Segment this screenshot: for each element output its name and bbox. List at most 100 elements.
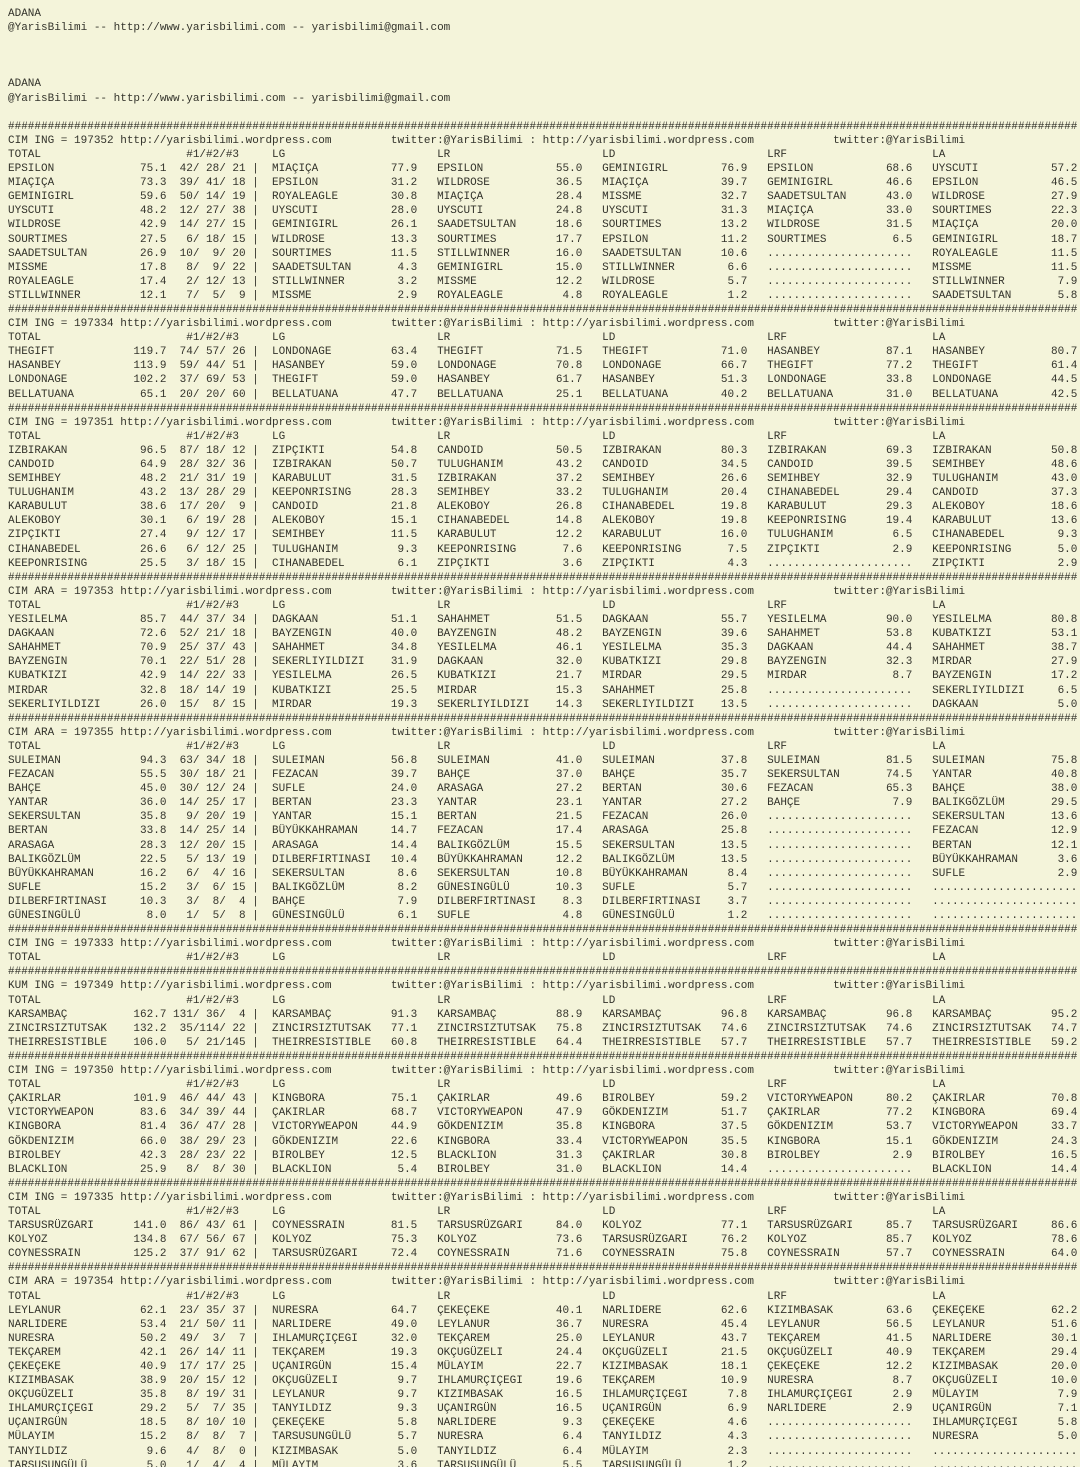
stats-row: TANYILDIZ 9.6 4/ 8/ 0 | KIZIMBASAK 5.0 T… [8, 1445, 1078, 1458]
stats-row: LEYLANUR 62.1 23/ 35/ 37 | NURESRA 64.7 … [8, 1304, 1078, 1317]
section-title: CIM ARA = 197353 http://yarisbilimi.word… [8, 585, 966, 598]
stats-row: NARLIDERE 53.4 21/ 50/ 11 | NARLIDERE 49… [8, 1318, 1078, 1331]
stats-row: KARABULUT 38.6 17/ 20/ 9 | CANDOID 21.8 … [8, 501, 1078, 514]
stats-row: THEGIFT 119.7 74/ 57/ 26 | LONDONAGE 63.… [8, 346, 1078, 359]
byline: @YarisBilimi -- http://www.yarisbilimi.c… [8, 22, 451, 35]
stats-row: UÇANIRGÜN 18.5 8/ 10/ 10 | ÇEKEÇEKE 5.8 … [8, 1417, 1078, 1430]
stats-row: WILDROSE 42.9 14/ 27/ 15 | GEMINIGIRL 26… [8, 219, 1078, 232]
column-headers: TOTAL #1/#2/#3 LG LR LD LRF LA [8, 599, 946, 612]
section-separator: ########################################… [8, 1177, 1078, 1190]
race-section-197355: ########################################… [8, 712, 1080, 923]
stats-row: YANTAR 36.0 14/ 25/ 17 | BERTAN 23.3 YAN… [8, 797, 1078, 810]
stats-row: TARSUSRÜZGARI 141.0 86/ 43/ 61 | COYNESS… [8, 1220, 1078, 1233]
stats-row: VICTORYWEAPON 83.6 34/ 39/ 44 | ÇAKIRLAR… [8, 1107, 1078, 1120]
column-headers: TOTAL #1/#2/#3 LG LR LD LRF LA [8, 1290, 946, 1303]
race-section-197334: ########################################… [8, 303, 1080, 402]
column-headers: TOTAL #1/#2/#3 LG LR LD LRF LA [8, 148, 946, 161]
section-separator: ########################################… [8, 303, 1078, 316]
section-title: CIM ING = 197352 http://yarisbilimi.word… [8, 134, 966, 147]
stats-row: GÖKDENIZIM 66.0 38/ 29/ 23 | GÖKDENIZIM … [8, 1135, 1078, 1148]
track-name: ADANA [8, 78, 42, 91]
section-separator: ########################################… [8, 924, 1078, 937]
stats-row: IZBIRAKAN 96.5 87/ 18/ 12 | ZIPÇIKTI 54.… [8, 444, 1078, 457]
race-section-197354: ########################################… [8, 1261, 1080, 1467]
column-headers: TOTAL #1/#2/#3 LG LR LD LRF LA [8, 740, 946, 753]
stats-row: SEKERLIYILDIZI 26.0 15/ 8/ 15 | MIRDAR 1… [8, 698, 1078, 711]
stats-row: ÇAKIRLAR 101.9 46/ 44/ 43 | KINGBORA 75.… [8, 1093, 1078, 1106]
report-header: ADANA @YarisBilimi -- http://www.yarisbi… [8, 7, 1080, 120]
stats-row: TEKÇAREM 42.1 26/ 14/ 11 | TEKÇAREM 19.3… [8, 1346, 1078, 1359]
stats-row: BALIKGÖZLÜM 22.5 5/ 13/ 19 | DILBERFIRTI… [8, 853, 1078, 866]
stats-row: COYNESSRAIN 125.2 37/ 91/ 62 | TARSUSRÜZ… [8, 1248, 1078, 1261]
race-section-197350: ########################################… [8, 1050, 1080, 1177]
stats-row: KARSAMBAÇ 162.7 131/ 36/ 4 | KARSAMBAÇ 9… [8, 1008, 1078, 1021]
stats-row: FEZACAN 55.5 30/ 18/ 21 | FEZACAN 39.7 B… [8, 769, 1078, 782]
column-headers: TOTAL #1/#2/#3 LG LR LD LRF LA [8, 1205, 946, 1218]
stats-row: GÜNESINGÜLÜ 8.0 1/ 5/ 8 | GÜNESINGÜLÜ 6.… [8, 910, 1078, 922]
column-headers: TOTAL #1/#2/#3 LG LR LD LRF LA [8, 430, 946, 443]
stats-row: SOURTIMES 27.5 6/ 18/ 15 | WILDROSE 13.3… [8, 233, 1078, 246]
stats-row: KINGBORA 81.4 36/ 47/ 28 | VICTORYWEAPON… [8, 1121, 1078, 1134]
column-headers: TOTAL #1/#2/#3 LG LR LD LRF LA [8, 332, 946, 345]
track-name: ADANA [8, 8, 42, 20]
stats-row: MIAÇIÇA 73.3 39/ 41/ 18 | EPSILON 31.2 W… [8, 177, 1078, 190]
stats-row: MÜLAYIM 15.2 8/ 8/ 7 | TARSUSUNGÜLÜ 5.7 … [8, 1431, 1078, 1444]
stats-row: SULEIMAN 94.3 63/ 34/ 18 | SULEIMAN 56.8… [8, 754, 1078, 767]
blank-line [8, 35, 1080, 49]
section-separator: ########################################… [8, 571, 1078, 584]
race-section-197352: ########################################… [8, 120, 1080, 303]
stats-row: NURESRA 50.2 49/ 3/ 7 | IHLAMURÇIÇEGI 32… [8, 1332, 1078, 1345]
column-headers: TOTAL #1/#2/#3 LG LR LD LRF LA [8, 1079, 946, 1092]
column-headers: TOTAL #1/#2/#3 LG LR LD LRF LA [8, 994, 946, 1007]
stats-row: CANDOID 64.9 28/ 32/ 36 | IZBIRAKAN 50.7… [8, 459, 1078, 471]
section-title: CIM ARA = 197354 http://yarisbilimi.word… [8, 1276, 966, 1289]
stats-row: DILBERFIRTINASI 10.3 3/ 8/ 4 | BAHÇE 7.9… [8, 895, 1078, 908]
stats-row: ZINCIRSIZTUTSAK 132.2 35/114/ 22 | ZINCI… [8, 1022, 1078, 1035]
stats-row: DAGKAAN 72.6 52/ 21/ 18 | BAYZENGIN 40.0… [8, 628, 1078, 641]
sections-container: ########################################… [8, 120, 1080, 1467]
stats-row: MISSME 17.8 8/ 9/ 22 | SAADETSULTAN 4.3 … [8, 261, 1078, 274]
section-separator: ########################################… [8, 402, 1078, 415]
stats-row: TARSUSUNGÜLÜ 5.0 1/ 4/ 4 | MÜLAYIM 3.6 T… [8, 1459, 1078, 1467]
section-separator: ########################################… [8, 1050, 1078, 1063]
stats-row: EPSILON 75.1 42/ 28/ 21 | MIAÇIÇA 77.9 E… [8, 163, 1078, 176]
stats-row: SAADETSULTAN 26.9 10/ 9/ 20 | SOURTIMES … [8, 247, 1078, 260]
race-section-197351: ########################################… [8, 402, 1080, 571]
stats-row: BAHÇE 45.0 30/ 12/ 24 | SUFLE 24.0 ARASA… [8, 783, 1078, 796]
section-separator: ########################################… [8, 120, 1078, 133]
stats-row: BLACKLION 25.9 8/ 8/ 30 | BLACKLION 5.4 … [8, 1163, 1078, 1176]
stats-row: MIRDAR 32.8 18/ 14/ 19 | KUBATKIZI 25.5 … [8, 684, 1078, 697]
stats-row: BERTAN 33.8 14/ 25/ 14 | BÜYÜKKAHRAMAN 1… [8, 825, 1078, 838]
stats-row: HASANBEY 113.9 59/ 44/ 51 | HASANBEY 59.… [8, 360, 1078, 373]
stats-row: STILLWINNER 12.1 7/ 5/ 9 | MISSME 2.9 RO… [8, 289, 1078, 302]
section-title: CIM ING = 197350 http://yarisbilimi.word… [8, 1065, 966, 1078]
stats-row: KUBATKIZI 42.9 14/ 22/ 33 | YESILELMA 26… [8, 670, 1078, 683]
blank-line [8, 63, 1080, 77]
stats-row: GEMINIGIRL 59.6 50/ 14/ 19 | ROYALEAGLE … [8, 191, 1078, 204]
stats-row: LONDONAGE 102.2 37/ 69/ 53 | THEGIFT 59.… [8, 374, 1078, 387]
stats-row: SEMIHBEY 48.2 21/ 31/ 19 | KARABULUT 31.… [8, 473, 1078, 486]
stats-row: ROYALEAGLE 17.4 2/ 12/ 13 | STILLWINNER … [8, 275, 1078, 288]
race-section-197349: ########################################… [8, 965, 1080, 1050]
stats-row: ZIPÇIKTI 27.4 9/ 12/ 17 | SEMIHBEY 11.5 … [8, 529, 1078, 542]
race-section-197353: ########################################… [8, 571, 1080, 712]
stats-row: BIROLBEY 42.3 28/ 23/ 22 | BIROLBEY 12.5… [8, 1149, 1078, 1162]
stats-row: KEEPONRISING 25.5 3/ 18/ 15 | CIHANABEDE… [8, 557, 1078, 570]
section-title: KUM ING = 197349 http://yarisbilimi.word… [8, 980, 966, 993]
stats-row: BELLATUANA 65.1 20/ 20/ 60 | BELLATUANA … [8, 388, 1078, 401]
stats-row: TULUGHANIM 43.2 13/ 28/ 29 | KEEPONRISIN… [8, 487, 1078, 500]
stats-row: KIZIMBASAK 38.9 20/ 15/ 12 | OKÇUGÜZELI … [8, 1375, 1078, 1388]
section-title: CIM ING = 197351 http://yarisbilimi.word… [8, 416, 966, 429]
blank-line [8, 106, 1080, 120]
stats-row: SEKERSULTAN 35.8 9/ 20/ 19 | YANTAR 15.1… [8, 811, 1078, 824]
race-section-197333: ########################################… [8, 923, 1080, 965]
stats-row: ÇEKEÇEKE 40.9 17/ 17/ 25 | UÇANIRGÜN 15.… [8, 1361, 1078, 1373]
blank-line [8, 49, 1080, 63]
section-title: CIM ING = 197334 http://yarisbilimi.word… [8, 318, 966, 331]
section-title: CIM ING = 197333 http://yarisbilimi.word… [8, 938, 966, 951]
column-headers: TOTAL #1/#2/#3 LG LR LD LRF LA [8, 952, 946, 965]
stats-row: BÜYÜKKAHRAMAN 16.2 6/ 4/ 16 | SEKERSULTA… [8, 867, 1078, 880]
stats-row: KOLYOZ 134.8 67/ 56/ 67 | KOLYOZ 75.3 KO… [8, 1234, 1078, 1247]
section-title: CIM ING = 197335 http://yarisbilimi.word… [8, 1191, 966, 1204]
stats-row: SUFLE 15.2 3/ 6/ 15 | BALIKGÖZLÜM 8.2 GÜ… [8, 881, 1078, 894]
